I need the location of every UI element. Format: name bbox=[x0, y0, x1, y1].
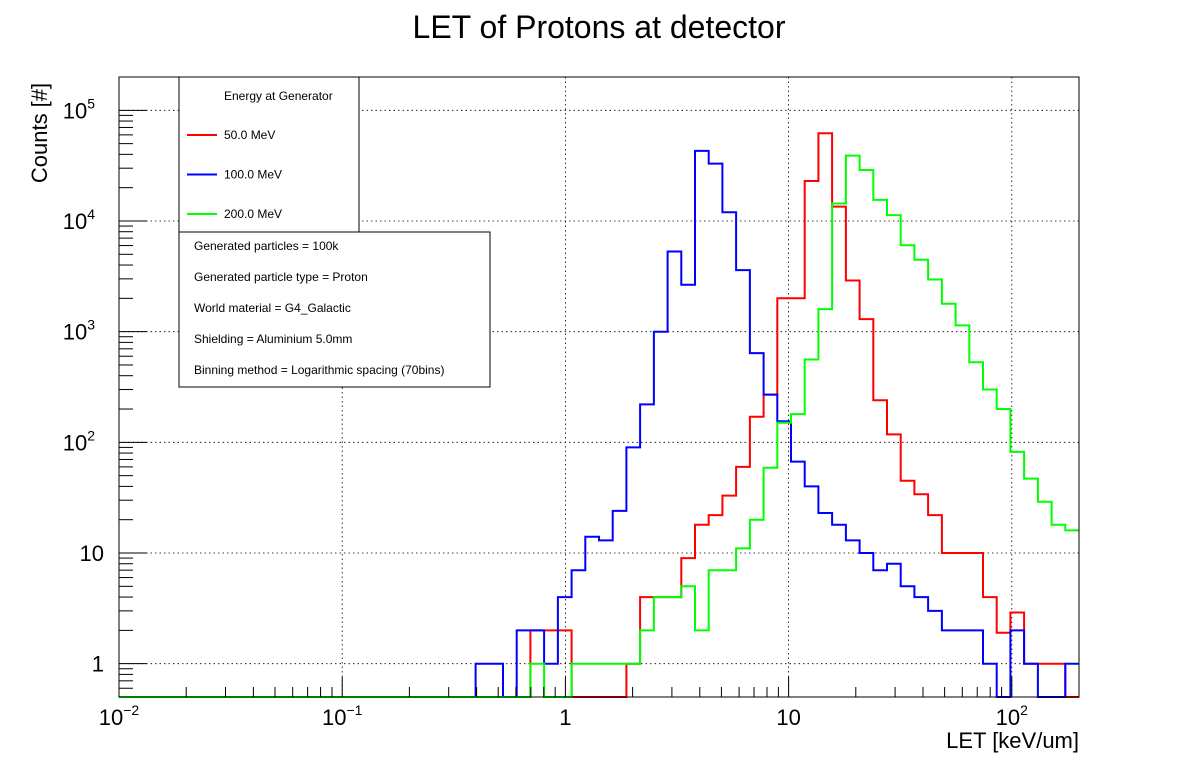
y-tick-label: 105 bbox=[63, 95, 95, 123]
legend-frame bbox=[178, 76, 360, 233]
y-axis-label: Counts [#] bbox=[27, 83, 52, 183]
legend-box: Energy at Generator 50.0 MeV 100.0 MeV 200… bbox=[178, 76, 360, 233]
info-line: Generated particle type = Proton bbox=[194, 270, 368, 284]
info-line: Binning method = Logarithmic spacing (70… bbox=[194, 363, 444, 377]
chart-title: LET of Protons at detector bbox=[413, 9, 786, 45]
y-tick-label: 102 bbox=[63, 427, 95, 455]
x-tick-label: 10−1 bbox=[322, 702, 363, 730]
info-line: Generated particles = 100k bbox=[194, 239, 339, 253]
info-box: Generated particles = 100k Generated part… bbox=[178, 231, 491, 388]
legend-label: 100.0 MeV bbox=[224, 168, 282, 182]
y-tick-label: 104 bbox=[63, 206, 95, 234]
x-axis-label: LET [keV/um] bbox=[946, 728, 1079, 753]
legend-entries: 50.0 MeV 100.0 MeV 200.0 MeV bbox=[187, 128, 282, 221]
legend-label: 50.0 MeV bbox=[224, 128, 275, 142]
info-line: Shielding = Aluminium 5.0mm bbox=[194, 332, 352, 346]
x-tick-label: 1 bbox=[559, 705, 571, 730]
info-line: World material = G4_Galactic bbox=[194, 301, 351, 315]
legend-label: 200.0 MeV bbox=[224, 207, 282, 221]
x-tick-label: 102 bbox=[996, 702, 1028, 730]
y-tick-label: 10 bbox=[80, 541, 104, 566]
axes-layer: 10−2 10−1 1 10 102 1 10 102 103 104 105 bbox=[63, 76, 1080, 730]
legend-heading: Energy at Generator bbox=[224, 89, 333, 103]
info-frame bbox=[178, 231, 491, 388]
x-tick-label: 10−2 bbox=[99, 702, 140, 730]
plot-frame bbox=[118, 76, 1080, 698]
info-lines: Generated particles = 100k Generated part… bbox=[194, 239, 444, 377]
y-tick-label: 1 bbox=[92, 652, 104, 677]
x-tick-label: 10 bbox=[776, 705, 800, 730]
y-tick-label: 103 bbox=[63, 317, 95, 345]
